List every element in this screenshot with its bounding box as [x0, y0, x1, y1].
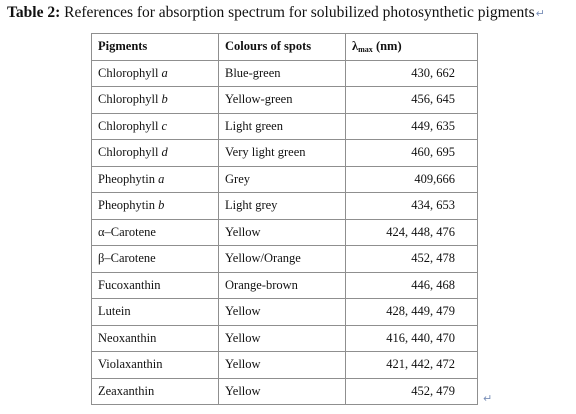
table-row: Neoxanthin Yellow 416, 440, 470 [91, 324, 478, 352]
pigment-name: Lutein [98, 304, 131, 319]
table-row: α–Carotene Yellow 424, 448, 476 [91, 218, 478, 246]
table-row: Pheophytin a Grey 409,666 [91, 165, 478, 193]
caption-text: References for absorption spectrum for s… [60, 4, 535, 21]
table-row: Lutein Yellow 428, 449, 479 [91, 298, 478, 326]
paragraph-mark-icon: ↵ [535, 7, 545, 20]
pigment-name: Pheophytin [98, 198, 159, 213]
lambda-max-cell: 421, 442, 472 [345, 351, 478, 379]
pigment-cell: Pheophytin b [91, 192, 219, 220]
pigment-cell: β–Carotene [91, 245, 219, 273]
lambda-max-cell: 424, 448, 476 [345, 218, 478, 246]
lambda-max-cell: 460, 695 [345, 139, 478, 167]
spot-colour-cell: Orange-brown [218, 271, 346, 299]
pigment-name: Chlorophyll [98, 92, 162, 107]
lambda-max-cell: 452, 479 [345, 377, 478, 405]
pigment-cell: α–Carotene [91, 218, 219, 246]
pigment-variant: c [161, 118, 168, 133]
spot-colour-cell: Yellow [218, 218, 346, 246]
spot-colour-cell: Very light green [218, 139, 346, 167]
pigment-cell: Lutein [91, 298, 219, 326]
spot-colour-cell: Yellow [218, 298, 346, 326]
spot-colour-cell: Light green [218, 112, 346, 140]
table-row: Zeaxanthin Yellow 452, 479 [91, 377, 478, 405]
caption-label: Table 2: [7, 4, 61, 21]
spot-colour-cell: Yellow [218, 351, 346, 379]
pigment-name: α–Carotene [98, 224, 156, 239]
table-header-row: Pigments Colours of spots λmax (nm) [91, 33, 478, 61]
pigment-name: Pheophytin [98, 171, 159, 186]
pigment-name: Zeaxanthin [98, 383, 155, 398]
lambda-max-cell: 428, 449, 479 [345, 298, 478, 326]
pigment-variant: b [158, 198, 165, 213]
pigment-name: Violaxanthin [98, 357, 163, 372]
lambda-max-cell: 449, 635 [345, 112, 478, 140]
pigment-cell: Violaxanthin [91, 351, 219, 379]
lambda-max-cell: 430, 662 [345, 59, 478, 87]
table-row: Chlorophyll c Light green 449, 635 [91, 112, 478, 140]
pigment-variant: b [161, 92, 168, 107]
lambda-unit: (nm) [372, 39, 402, 54]
header-pigments: Pigments [91, 33, 219, 61]
lambda-max-cell: 446, 468 [345, 271, 478, 299]
pigment-name: Chlorophyll [98, 118, 162, 133]
table-row: β–Carotene Yellow/Orange 452, 478 [91, 245, 478, 273]
pigment-name: Chlorophyll [98, 65, 162, 80]
spot-colour-cell: Blue-green [218, 59, 346, 87]
spot-colour-cell: Yellow-green [218, 86, 346, 114]
pigment-cell: Pheophytin a [91, 165, 219, 193]
table-row: Chlorophyll b Yellow-green 456, 645 [91, 86, 478, 114]
spot-colour-cell: Grey [218, 165, 346, 193]
spot-colour-cell: Yellow [218, 324, 346, 352]
lambda-max-cell: 456, 645 [345, 86, 478, 114]
pigment-cell: Fucoxanthin [91, 271, 219, 299]
spot-colour-cell: Yellow [218, 377, 346, 405]
lambda-symbol: λ [352, 39, 359, 54]
pigment-name: β–Carotene [98, 251, 156, 266]
pigment-variant: d [161, 145, 168, 160]
table-caption: Table 2: References for absorption spect… [7, 4, 573, 23]
table-row: Pheophytin b Light grey 434, 653 [91, 192, 478, 220]
pigment-cell: Chlorophyll c [91, 112, 219, 140]
spot-colour-cell: Yellow/Orange [218, 245, 346, 273]
pigment-cell: Zeaxanthin [91, 377, 219, 405]
pigment-cell: Neoxanthin [91, 324, 219, 352]
pigment-cell: Chlorophyll d [91, 139, 219, 167]
pigment-variant: a [161, 65, 168, 80]
pigment-cell: Chlorophyll a [91, 59, 219, 87]
lambda-max-cell: 409,666 [345, 165, 478, 193]
table-row: Chlorophyll d Very light green 460, 695 [91, 139, 478, 167]
spot-colour-cell: Light grey [218, 192, 346, 220]
table-row: Violaxanthin Yellow 421, 442, 472 [91, 351, 478, 379]
paragraph-mark-icon: ↵ [483, 392, 493, 405]
pigment-name: Neoxanthin [98, 330, 157, 345]
lambda-max-cell: 452, 478 [345, 245, 478, 273]
header-colours: Colours of spots [218, 33, 346, 61]
lambda-subscript: max [358, 45, 373, 55]
table-row: Chlorophyll a Blue-green 430, 662 [91, 59, 478, 87]
table-row: Fucoxanthin Orange-brown 446, 468 [91, 271, 478, 299]
lambda-max-cell: 434, 653 [345, 192, 478, 220]
pigment-cell: Chlorophyll b [91, 86, 219, 114]
table-body: Chlorophyll a Blue-green 430, 662 Chlorophy… [91, 59, 478, 405]
header-lambda-max: λmax (nm) [345, 33, 478, 61]
pigment-name: Fucoxanthin [98, 277, 161, 292]
pigment-name: Chlorophyll [98, 145, 162, 160]
pigment-reference-table: Pigments Colours of spots λmax (nm) Chlo… [91, 33, 478, 405]
pigment-variant: a [158, 171, 165, 186]
lambda-max-cell: 416, 440, 470 [345, 324, 478, 352]
